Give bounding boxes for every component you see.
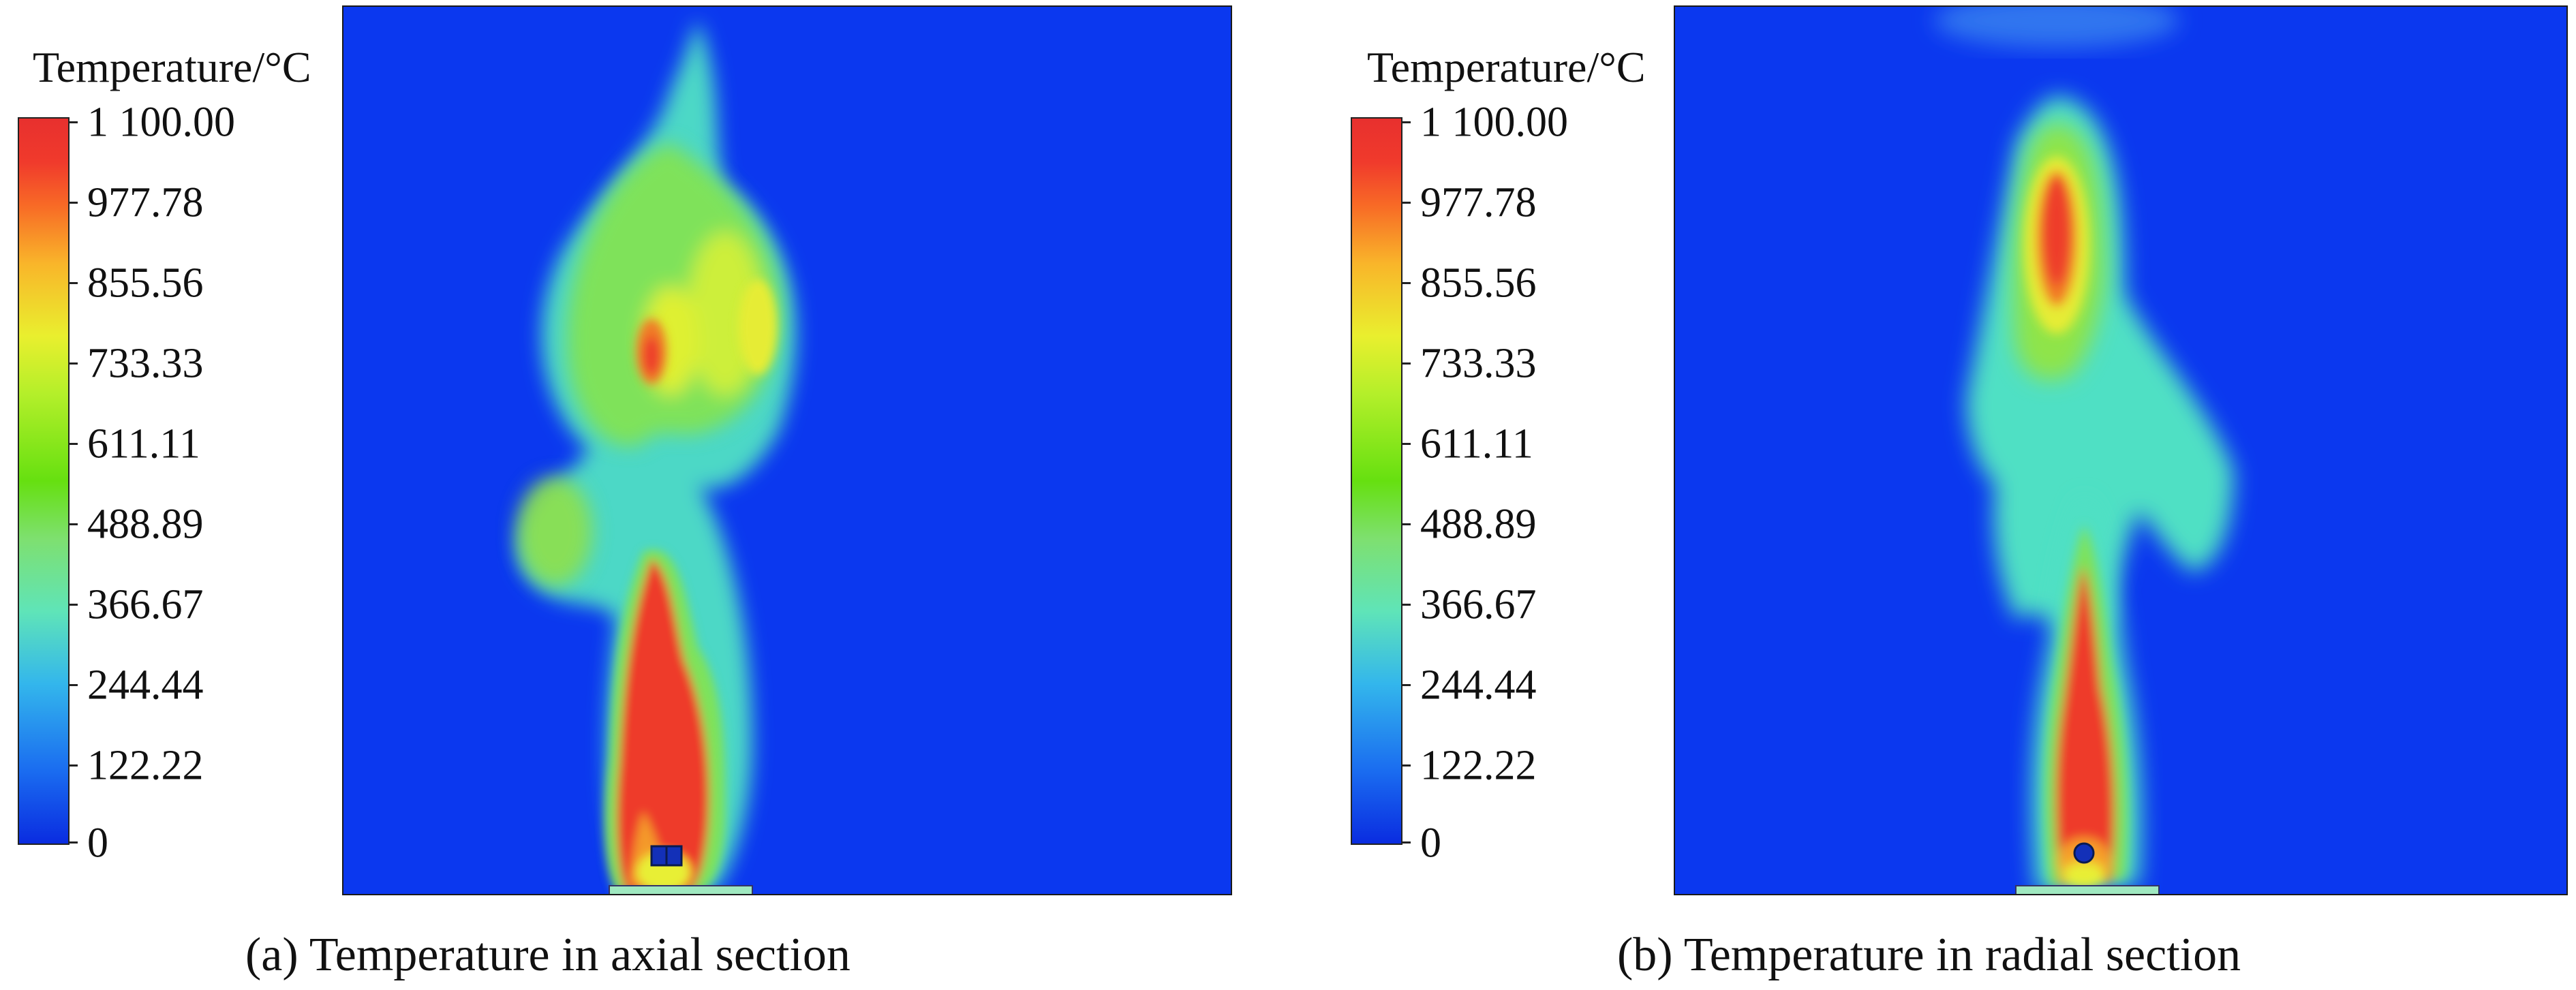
tick-label: 977.78 [87, 179, 204, 226]
panel-axial: Temperature/°C 1 100.00 977.78 855.56 73… [18, 5, 1232, 981]
tick-label: 244.44 [87, 662, 204, 709]
tick-label: 611.11 [87, 420, 200, 467]
tick-label: 244.44 [1420, 662, 1537, 709]
tick-label: 733.33 [1420, 340, 1537, 387]
tick-label: 855.56 [87, 260, 204, 307]
tick-label: 611.11 [1420, 420, 1533, 467]
tick-label: 488.89 [1420, 501, 1537, 548]
tick-label: 122.22 [87, 742, 204, 789]
colorbar [1351, 117, 1402, 845]
base-plate [2015, 885, 2160, 894]
colorbar-title: Temperature/°C [33, 43, 311, 91]
temperature-contour-radial [1934, 7, 2234, 894]
caption-radial: (b) Temperature in radial section [1617, 929, 2241, 981]
panel-radial: Temperature/°C 1 100.00 977.78 855.56 73… [1288, 0, 2576, 990]
tick-label: 366.67 [1420, 581, 1537, 628]
tick-label: 366.67 [87, 581, 204, 628]
tick-label: 0 [1420, 820, 1441, 867]
temperature-field-radial [1674, 5, 2568, 895]
heat-source-circle [2073, 842, 2095, 864]
tick-label: 122.22 [1420, 742, 1537, 789]
tick-label: 733.33 [87, 340, 204, 387]
caption-axial: (a) Temperature in axial section [245, 929, 850, 981]
tick-label: 855.56 [1420, 260, 1537, 307]
base-plate [609, 885, 753, 894]
tick-label: 488.89 [87, 501, 204, 548]
temperature-contour-axial [517, 20, 797, 894]
flame-core [2045, 525, 2128, 889]
colorbar-title: Temperature/°C [1367, 43, 1646, 91]
temperature-field-axial [342, 5, 1232, 895]
flame-core [604, 549, 725, 893]
colorbar [18, 117, 70, 845]
tick-label: 0 [87, 820, 108, 867]
tick-label: 1 100.00 [87, 99, 235, 146]
tick-label: 977.78 [1420, 179, 1537, 226]
tick-label: 1 100.00 [1420, 99, 1568, 146]
